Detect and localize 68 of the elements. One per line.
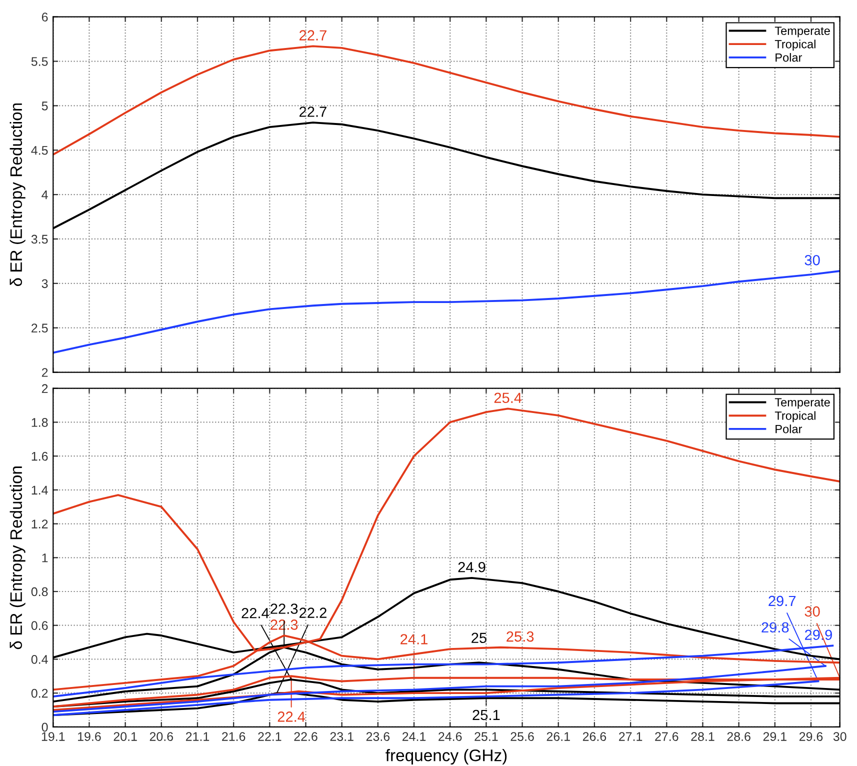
x-tick-label: 26.1 [546,732,570,741]
y-tick-label: 4 [42,190,48,200]
y-tick-label: 5 [42,102,48,110]
y-tick-label: 3.5 [31,234,48,244]
y-tick-label: 1.8 [32,418,48,427]
x-axis-title: frequency (GHz) [386,749,507,765]
x-tick-label: 28.6 [727,732,750,741]
y-tick-label: 5.5 [31,57,48,66]
annotation: 22.4 [242,608,269,618]
x-tick-label: 19.6 [78,732,101,741]
x-tick-label: 24.6 [438,732,462,741]
x-tick-label: 20.6 [150,732,174,741]
x-tick-label: 25.1 [474,732,498,741]
y-tick-label: 1.4 [32,486,48,494]
x-tick-label: 20.1 [114,732,137,741]
y-tick-label: 0.8 [31,587,48,596]
annotation: 25.4 [494,392,522,404]
annotation: 24.1 [400,634,428,644]
y-tick-label: 2 [42,368,48,377]
x-tick-label: 23.1 [330,732,354,741]
annotation: 22.7 [300,30,326,40]
x-tick-label: 27.1 [619,732,642,741]
y-tick-label: 2 [42,384,48,393]
annotation: 22.2 [300,608,326,618]
annotation: 22.7 [300,106,326,117]
x-tick-label: 23.6 [366,732,390,741]
annotation: 22.4 [278,712,306,722]
x-tick-label: 22.6 [294,732,318,741]
y-axis-title: δ ER (Entropy Reduction [10,466,26,650]
y-tick-label: 1.6 [32,452,48,461]
y-tick-label: 0 [42,722,48,732]
x-tick-label: 30 [833,732,846,741]
y-tick-label: 1.2 [32,520,48,528]
y-tick-label: 2.5 [32,324,48,332]
y-tick-label: 0.2 [31,688,48,698]
y-tick-label: 0.6 [31,621,48,630]
y-axis-title: δ ER (Entropy Reduction [10,103,26,286]
annotation: 29.8 [762,622,789,633]
legend-label: Tropical [774,40,816,51]
legend-label: Temperate [774,398,830,409]
x-tick-label: 21.6 [222,732,246,741]
annotation: 25.1 [472,710,500,720]
x-tick-label: 24.1 [402,732,426,741]
y-tick-label: 3 [42,279,48,288]
x-tick-label: 19.1 [42,732,65,741]
x-tick-label: 29.1 [763,732,786,741]
x-tick-label: 22.1 [258,732,282,741]
x-tick-label: 21.1 [186,732,210,741]
annotation: 30 [804,254,820,266]
legend-label: Polar [776,53,802,62]
annotation: 25 [472,632,486,644]
y-tick-label: 6 [42,12,48,22]
y-tick-label: 4.5 [31,146,48,155]
x-tick-label: 28.1 [691,732,714,741]
x-tick-label: 25.6 [510,732,534,741]
annotation: 22.3 [270,604,298,614]
annotation: 30 [804,606,820,617]
x-tick-label: 26.6 [582,732,606,741]
annotation: 25.3 [506,631,534,642]
annotation: 24.9 [458,562,486,572]
x-tick-label: 29.6 [799,732,823,741]
legend-label: Polar [776,424,802,434]
legend-label: Temperate [774,26,830,38]
legend-label: Tropical [774,411,816,422]
y-tick-label: 1 [42,554,48,562]
annotation: 29.7 [768,596,796,606]
x-tick-label: 27.6 [655,732,678,741]
y-tick-label: 0.4 [31,655,48,664]
